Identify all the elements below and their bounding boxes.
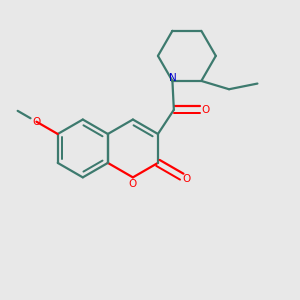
Text: O: O xyxy=(182,174,190,184)
Text: O: O xyxy=(32,117,40,127)
Text: N: N xyxy=(169,74,176,83)
Text: O: O xyxy=(129,179,137,189)
Text: O: O xyxy=(201,105,210,115)
